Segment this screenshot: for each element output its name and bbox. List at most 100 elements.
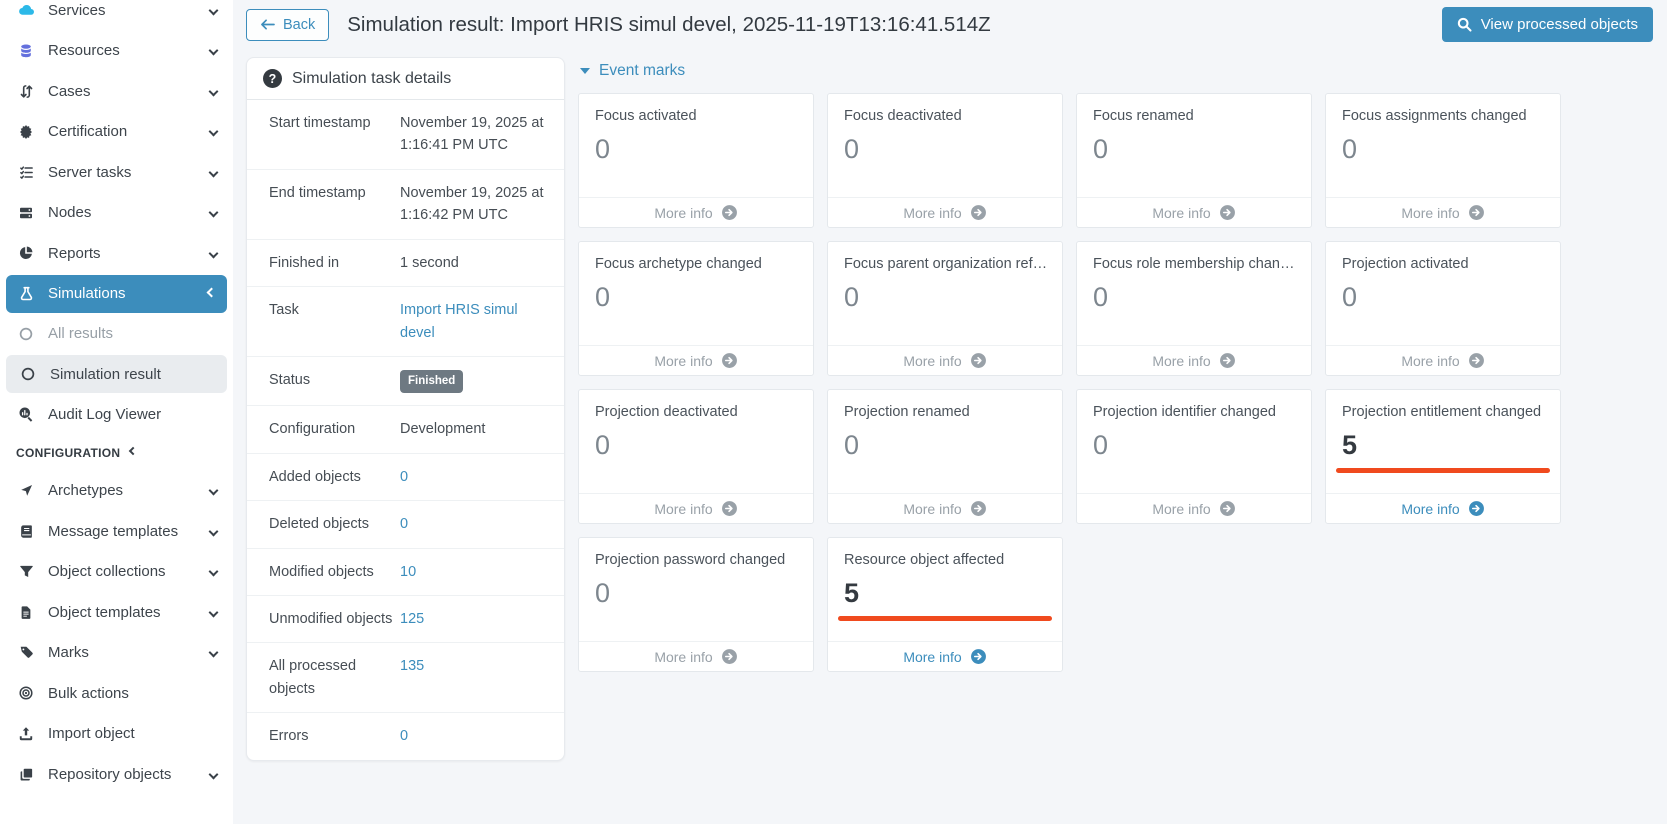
more-info-link[interactable]: More info — [1077, 197, 1311, 227]
view-processed-objects-button[interactable]: View processed objects — [1441, 7, 1653, 42]
added-objects-link[interactable]: 0 — [400, 468, 409, 485]
event-mark-title: Focus role membership chan… — [1093, 256, 1295, 272]
detail-row-added-objects: Added objects 0 — [247, 454, 564, 502]
more-info-label: More info — [903, 204, 962, 221]
detail-row-modified-objects: Modified objects 10 — [247, 549, 564, 596]
event-mark-count: 0 — [844, 134, 860, 164]
sidebar-item-marks[interactable]: Marks — [0, 633, 233, 674]
sidebar-item-nodes[interactable]: Nodes — [0, 193, 233, 234]
more-info-link[interactable]: More info — [1077, 345, 1311, 375]
circle-icon — [18, 366, 38, 382]
event-mark-count: 5 — [844, 578, 860, 608]
sidebar-item-certification[interactable]: Certification — [0, 112, 233, 153]
sidebar-item-label: Repository objects — [48, 765, 172, 783]
more-info-link[interactable]: More info — [1326, 345, 1560, 375]
sidebar-item-audit-log-viewer[interactable]: Audit Log Viewer — [0, 394, 233, 435]
sidebar-item-import-object[interactable]: Import object — [0, 714, 233, 755]
sidebar-item-label: Import object — [48, 725, 135, 743]
detail-row-deleted-objects: Deleted objects 0 — [247, 501, 564, 549]
more-info-link[interactable]: More info — [1077, 493, 1311, 523]
row-label: Deleted objects — [269, 516, 369, 533]
sidebar-item-services[interactable]: Services — [0, 0, 233, 31]
more-info-link[interactable]: More info — [579, 197, 813, 227]
more-info-label: More info — [1401, 500, 1460, 517]
detail-row-task: Task Import HRIS simul devel — [247, 287, 564, 358]
event-marks-grid: Focus activated 0 More info Focus deactiv… — [578, 93, 1561, 672]
sidebar-item-reports[interactable]: Reports — [0, 233, 233, 274]
sidebar-item-label: Object collections — [48, 563, 166, 581]
sidebar-item-simulations[interactable]: Simulations — [6, 274, 227, 313]
sidebar-item-cases[interactable]: Cases — [0, 71, 233, 112]
event-mark-title: Projection deactivated — [595, 404, 738, 420]
more-info-link[interactable]: More info — [579, 493, 813, 523]
all-processed-objects-link[interactable]: 135 — [400, 658, 425, 675]
event-mark-title: Focus renamed — [1093, 108, 1194, 124]
chevron-left-icon — [208, 647, 219, 658]
row-label: Errors — [269, 728, 309, 745]
sidebar-item-object-templates[interactable]: Object templates — [0, 592, 233, 633]
sidebar-section-configuration[interactable]: CONFIGURATION — [0, 435, 233, 471]
sidebar-item-simulation-result[interactable]: Simulation result — [6, 355, 227, 393]
event-mark-title: Projection entitlement changed — [1342, 404, 1542, 420]
more-info-link[interactable]: More info — [1326, 197, 1560, 227]
sidebar-item-repository-objects[interactable]: Repository objects — [0, 754, 233, 795]
sidebar-item-server-tasks[interactable]: Server tasks — [0, 152, 233, 193]
arrow-circle-right-icon — [970, 353, 986, 368]
help-icon: ? — [263, 69, 282, 88]
circle-icon — [16, 326, 36, 342]
detail-row-finished-in: Finished in 1 second — [247, 240, 564, 288]
arrow-circle-right-icon — [1468, 501, 1484, 516]
more-info-label: More info — [1401, 352, 1460, 369]
event-mark-card-focus-archetype-changed: Focus archetype changed 0 More info — [578, 241, 814, 376]
sidebar-item-bulk-actions[interactable]: Bulk actions — [0, 673, 233, 714]
row-label: Status — [269, 372, 311, 389]
modified-objects-link[interactable]: 10 — [400, 563, 417, 580]
row-label: End timestamp — [269, 184, 366, 201]
row-value: November 19, 2025 at 1:16:42 PM UTC — [400, 184, 544, 224]
task-link[interactable]: Import HRIS simul devel — [400, 302, 518, 341]
more-info-link[interactable]: More info — [828, 197, 1062, 227]
row-label: Finished in — [269, 254, 340, 271]
event-mark-count: 0 — [595, 134, 611, 164]
event-marks-title: Event marks — [599, 62, 686, 79]
errors-link[interactable]: 0 — [400, 728, 409, 745]
arrow-circle-right-icon — [721, 649, 737, 664]
sidebar-item-message-templates[interactable]: Message templates — [0, 511, 233, 552]
more-info-link[interactable]: More info — [828, 641, 1062, 671]
sidebar-item-archetypes[interactable]: Archetypes — [0, 471, 233, 512]
event-mark-card-focus-assignments-changed: Focus assignments changed 0 More info — [1325, 93, 1561, 228]
more-info-link[interactable]: More info — [828, 493, 1062, 523]
event-marks-toggle[interactable]: Event marks — [580, 62, 1561, 80]
sidebar: Services Resources Cases Certification — [0, 0, 233, 824]
event-mark-count: 5 — [1342, 430, 1358, 460]
sidebar-item-all-results[interactable]: All results — [0, 314, 233, 355]
more-info-link[interactable]: More info — [579, 345, 813, 375]
more-info-label: More info — [1152, 204, 1211, 221]
unmodified-objects-link[interactable]: 125 — [400, 610, 425, 627]
event-mark-title: Focus activated — [595, 108, 697, 124]
sidebar-item-resources[interactable]: Resources — [0, 31, 233, 72]
sidebar-item-object-collections[interactable]: Object collections — [0, 552, 233, 593]
sidebar-item-label: Bulk actions — [48, 684, 129, 702]
highlight-underline — [1336, 468, 1550, 474]
more-info-link[interactable]: More info — [1326, 493, 1560, 523]
panel-header: ? Simulation task details — [247, 58, 564, 100]
clone-icon — [16, 767, 36, 782]
arrow-left-icon — [261, 19, 275, 30]
chevron-left-icon — [208, 526, 219, 537]
view-button-label: View processed objects — [1480, 16, 1638, 33]
chevron-left-icon — [208, 126, 219, 137]
more-info-label: More info — [654, 648, 713, 665]
deleted-objects-link[interactable]: 0 — [400, 516, 409, 533]
event-mark-card-focus-role-membership-changed: Focus role membership chan… 0 More info — [1076, 241, 1312, 376]
back-button[interactable]: Back — [246, 8, 330, 41]
more-info-link[interactable]: More info — [828, 345, 1062, 375]
more-info-label: More info — [1152, 500, 1211, 517]
book-icon — [16, 524, 36, 539]
more-info-link[interactable]: More info — [579, 641, 813, 671]
chevron-left-icon — [208, 5, 219, 16]
panel-title: Simulation task details — [292, 69, 452, 87]
row-label: Configuration — [269, 421, 356, 438]
chevron-left-icon — [208, 769, 219, 780]
certificate-icon — [16, 124, 36, 140]
